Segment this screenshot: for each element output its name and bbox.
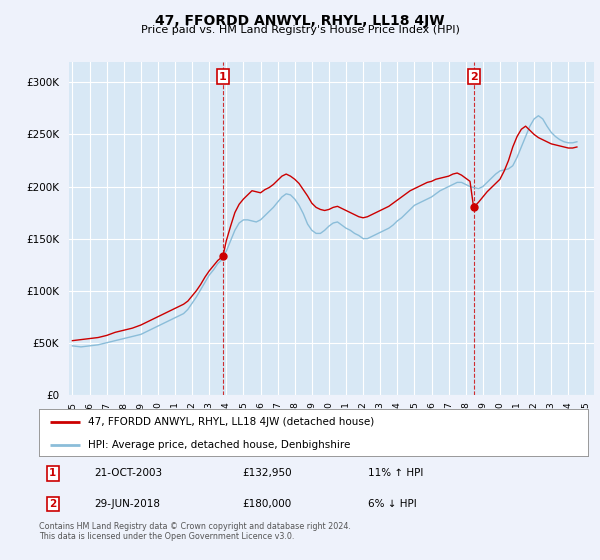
- Text: HPI: Average price, detached house, Denbighshire: HPI: Average price, detached house, Denb…: [88, 440, 351, 450]
- Text: 21-OCT-2003: 21-OCT-2003: [94, 468, 162, 478]
- Text: 2: 2: [49, 499, 56, 509]
- Text: 47, FFORDD ANWYL, RHYL, LL18 4JW: 47, FFORDD ANWYL, RHYL, LL18 4JW: [155, 14, 445, 28]
- Text: Price paid vs. HM Land Registry's House Price Index (HPI): Price paid vs. HM Land Registry's House …: [140, 25, 460, 35]
- Text: 29-JUN-2018: 29-JUN-2018: [94, 499, 160, 509]
- Text: 47, FFORDD ANWYL, RHYL, LL18 4JW (detached house): 47, FFORDD ANWYL, RHYL, LL18 4JW (detach…: [88, 417, 374, 427]
- Text: £180,000: £180,000: [242, 499, 292, 509]
- Text: Contains HM Land Registry data © Crown copyright and database right 2024.
This d: Contains HM Land Registry data © Crown c…: [39, 522, 351, 542]
- Text: 2: 2: [470, 72, 478, 82]
- Text: 1: 1: [49, 468, 56, 478]
- Text: 1: 1: [219, 72, 227, 82]
- Text: 11% ↑ HPI: 11% ↑ HPI: [368, 468, 424, 478]
- Text: £132,950: £132,950: [242, 468, 292, 478]
- Text: 6% ↓ HPI: 6% ↓ HPI: [368, 499, 417, 509]
